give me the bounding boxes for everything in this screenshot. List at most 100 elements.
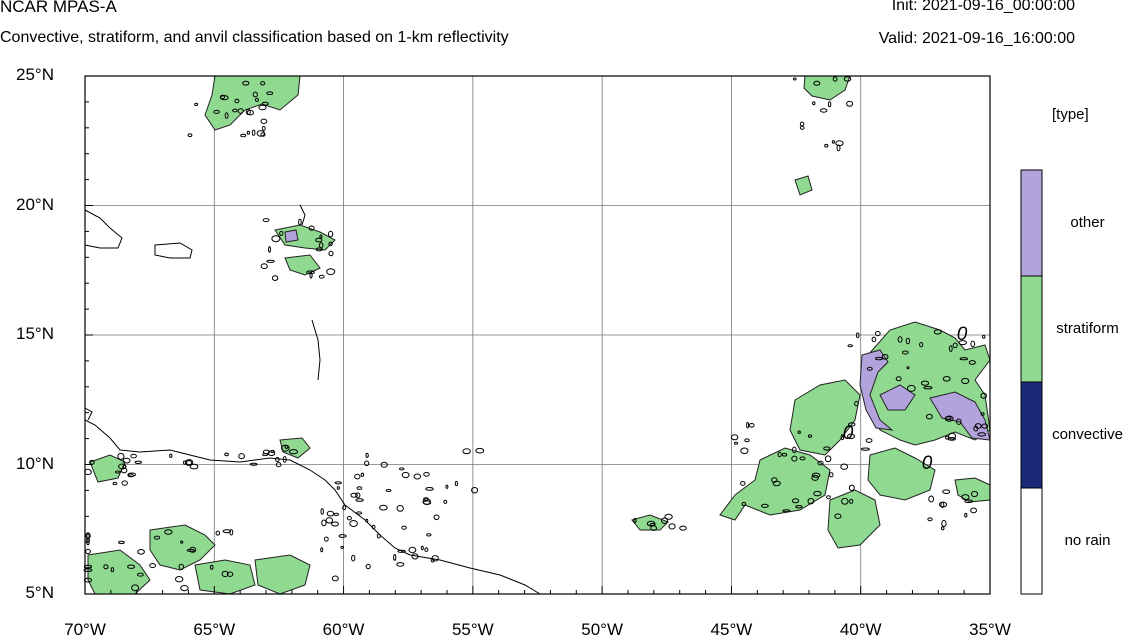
- model-title: NCAR MPAS-A: [0, 0, 117, 16]
- contour-cell: [938, 501, 948, 508]
- contour-cell: [325, 517, 333, 524]
- other-region: [879, 384, 916, 411]
- contour-cell: [836, 144, 841, 152]
- legend-title: [type]: [1052, 106, 1089, 123]
- contour-cell: [471, 487, 479, 494]
- contour-cell: [832, 76, 838, 82]
- contour-cell: [187, 133, 193, 138]
- contour-cell: [260, 118, 268, 125]
- contour-cell: [952, 342, 958, 349]
- contour-cell: [355, 492, 361, 499]
- contour-cell: [961, 377, 970, 385]
- contour-cell: [221, 570, 229, 578]
- contour-cell: [797, 430, 801, 434]
- contour-cell: [262, 218, 270, 223]
- contour-cell: [266, 259, 275, 263]
- contour-cell: [319, 234, 323, 239]
- contour-cell: [319, 242, 324, 249]
- contour-cell: [981, 423, 989, 429]
- coastline-puerto-rico: [84, 209, 123, 249]
- contour-cell: [958, 340, 968, 346]
- contour-cell: [849, 498, 854, 504]
- contour-cell: [860, 447, 870, 451]
- contour-cell: [215, 530, 221, 536]
- contour-cell: [959, 357, 968, 361]
- stratiform-region: [794, 175, 813, 196]
- axis-ticks: [84, 75, 991, 595]
- contour-cell: [213, 109, 220, 114]
- contour-cell: [237, 108, 244, 114]
- contour-cell: [430, 558, 435, 563]
- contour-cell: [811, 472, 821, 478]
- contour-cell: [866, 366, 873, 371]
- lat-label: 5°N: [25, 583, 54, 602]
- contour-cell: [668, 523, 676, 530]
- contour-cell: [829, 472, 834, 478]
- contour-cell: [782, 509, 791, 513]
- contour-cell: [226, 571, 234, 577]
- contour-label: 0: [843, 423, 854, 444]
- contour-cell: [380, 461, 388, 468]
- contour-cell: [118, 463, 127, 470]
- stratiform-region: [789, 379, 861, 456]
- contour-cell: [169, 453, 173, 458]
- contour-cell: [118, 540, 125, 545]
- valid-time: Valid: 2021-09-16_16:00:00: [878, 30, 1075, 47]
- lon-label: 45°W: [710, 620, 753, 639]
- contour-cell: [318, 274, 325, 279]
- contour-cell: [799, 121, 805, 127]
- contour-cell: [255, 97, 259, 103]
- contour-cell: [401, 525, 407, 530]
- contour-cell: [848, 484, 855, 491]
- contour-cell: [781, 452, 788, 457]
- contour-cell: [961, 494, 970, 501]
- contour-cell: [266, 91, 274, 95]
- contour-cell: [346, 516, 352, 521]
- contour-cell: [942, 376, 951, 382]
- lon-label: 50°W: [581, 620, 624, 639]
- contour-cell: [282, 456, 287, 463]
- contour-cell: [746, 422, 750, 429]
- contour-labels: 0 0 0: [843, 324, 968, 474]
- contour-cell: [320, 508, 324, 515]
- contour-cell: [396, 562, 405, 567]
- contour-cell: [306, 270, 315, 275]
- contour-cell: [980, 392, 988, 399]
- contour-cell: [326, 510, 335, 517]
- contour-cell: [941, 520, 947, 527]
- contour-cell: [813, 490, 822, 497]
- contour-cell: [127, 564, 136, 569]
- contour-cell: [819, 108, 828, 113]
- contour-cell: [920, 380, 930, 386]
- contour-cell: [360, 472, 365, 477]
- contour-cell: [261, 101, 269, 106]
- contour-cell: [365, 563, 371, 570]
- contour-cell: [730, 434, 739, 441]
- contour-cell: [110, 567, 115, 573]
- contour-cell: [340, 545, 345, 549]
- contour-cell: [321, 519, 327, 527]
- gridlines: [85, 76, 990, 594]
- contour-cell: [777, 451, 782, 458]
- coastline-south-america: [84, 419, 541, 595]
- contour-cell: [426, 533, 432, 537]
- contour-cell: [919, 342, 924, 348]
- lat-label: 25°N: [16, 65, 54, 84]
- coastlines: [84, 204, 541, 595]
- contour-cell: [411, 553, 419, 560]
- contour-cell: [271, 235, 281, 243]
- contour-cell: [454, 481, 458, 487]
- stratiform-region: [149, 524, 216, 571]
- contour-cell: [423, 472, 430, 477]
- contour-cell: [968, 360, 976, 365]
- contour-cell: [242, 80, 250, 86]
- contour-cell: [271, 275, 279, 282]
- contour-cell: [772, 480, 781, 487]
- contour-cell: [854, 400, 859, 407]
- contour-cell: [948, 345, 953, 353]
- coastline-leeward: [299, 204, 306, 226]
- legend-swatch: [1020, 487, 1043, 595]
- contour-cell: [424, 547, 429, 553]
- contour-cell: [748, 423, 755, 428]
